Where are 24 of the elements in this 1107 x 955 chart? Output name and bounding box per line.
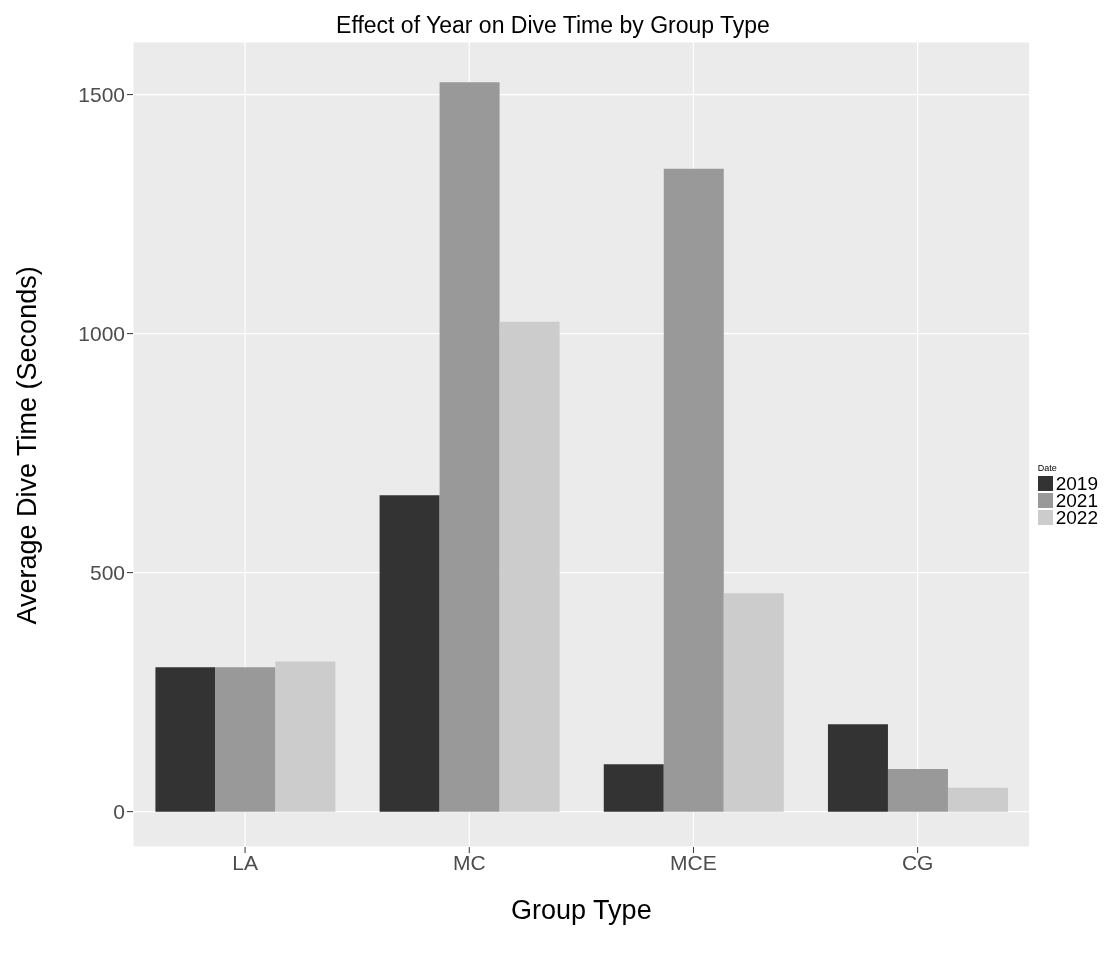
bar bbox=[379, 495, 440, 812]
legend-title: Date bbox=[1037, 463, 1058, 473]
bar bbox=[947, 787, 1008, 812]
bar bbox=[499, 321, 560, 812]
bar bbox=[723, 593, 784, 812]
x-tick-label: CG bbox=[901, 850, 934, 874]
bar bbox=[439, 82, 500, 812]
x-tick-label: LA bbox=[232, 850, 258, 874]
y-tick-label: 1500 bbox=[78, 83, 125, 107]
x-axis-title: Group Type bbox=[511, 895, 652, 925]
y-tick-label: 1000 bbox=[78, 322, 125, 346]
bar bbox=[603, 764, 664, 812]
bar bbox=[663, 168, 724, 812]
y-axis-title: Average Dive Time (Seconds) bbox=[11, 266, 42, 625]
bar bbox=[215, 667, 276, 812]
bar bbox=[827, 724, 888, 812]
y-tick-label: 500 bbox=[89, 561, 125, 585]
chart-title: Effect of Year on Dive Time by Group Type bbox=[335, 11, 771, 40]
y-tick-label: 0 bbox=[113, 800, 125, 824]
bar bbox=[275, 661, 336, 812]
bar bbox=[887, 769, 948, 812]
x-tick-label: MC bbox=[452, 850, 486, 874]
bar bbox=[155, 667, 216, 812]
x-tick-label: MCE bbox=[670, 850, 717, 874]
